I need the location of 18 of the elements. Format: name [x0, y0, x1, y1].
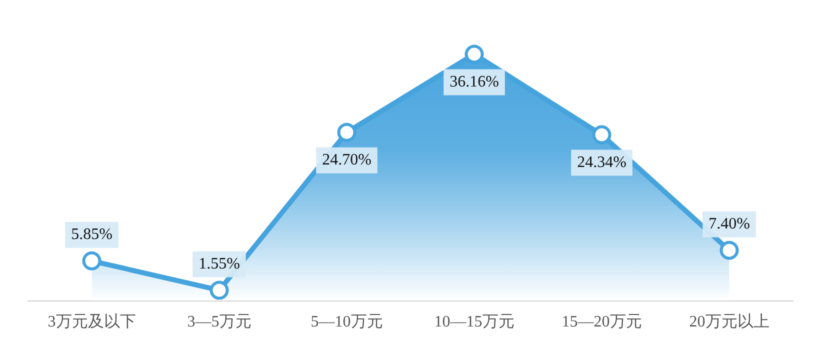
x-tick-label: 20万元以上 — [689, 312, 770, 331]
point — [464, 44, 484, 64]
data-label: 24.34% — [577, 154, 626, 172]
point — [720, 240, 739, 260]
data-label: 7.40% — [708, 216, 750, 233]
point — [210, 280, 229, 300]
point — [337, 122, 356, 142]
x-tick-label: 3万元及以下 — [48, 312, 136, 331]
x-tick-label: 3—5万元 — [187, 314, 252, 331]
data-label: 5.85% — [71, 226, 112, 244]
x-tick-label: 10—15万元 — [434, 314, 514, 331]
data-label: 36.16% — [450, 73, 499, 90]
x-tick-label: 15—20万元 — [562, 314, 642, 331]
x-tick-label: 5—10万元 — [310, 314, 383, 331]
data-label: 1.55% — [198, 255, 240, 272]
data-label: 24.70% — [322, 152, 372, 169]
point — [592, 125, 612, 144]
point — [82, 251, 102, 270]
